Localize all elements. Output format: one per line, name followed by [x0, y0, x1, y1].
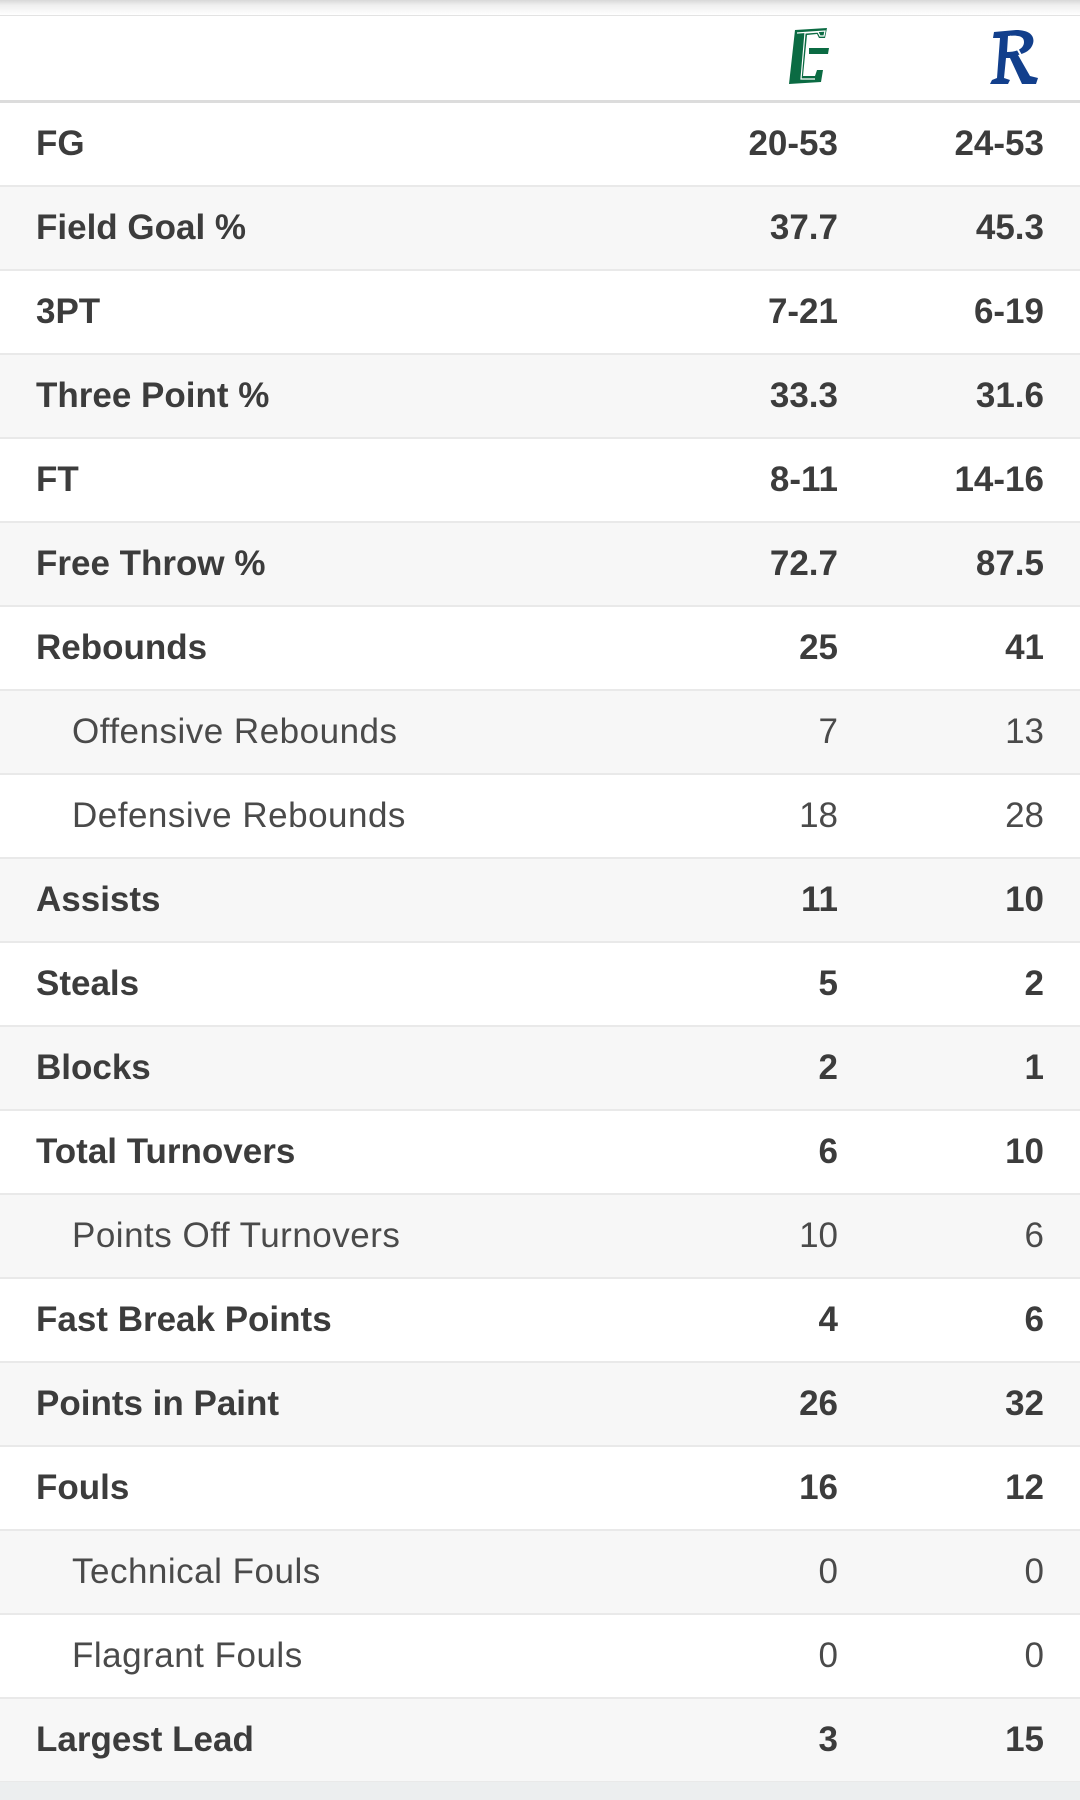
team-b-value: 6 [1024, 1216, 1044, 1255]
stat-row: Defensive Rebounds 18 28 [0, 775, 1080, 859]
stat-row: Field Goal % 37.7 45.3 [0, 187, 1080, 271]
team-a-value: 6 [818, 1132, 838, 1171]
stat-label: Fouls [36, 1468, 130, 1507]
team-a-value: 3 [818, 1720, 838, 1759]
team-b-value: 28 [1005, 796, 1044, 835]
team-b-value: 0 [1024, 1552, 1044, 1591]
stat-row: FT 8-11 14-16 [0, 439, 1080, 523]
stat-row: Free Throw % 72.7 87.5 [0, 523, 1080, 607]
team-b-value: 45.3 [975, 208, 1044, 247]
stat-label: Free Throw % [36, 544, 266, 583]
team-a-value: 7 [818, 712, 838, 751]
team-b-value: 87.5 [975, 544, 1044, 583]
team-a-value: 5 [818, 964, 838, 1003]
rice-r-logo-icon[interactable] [988, 24, 1044, 88]
team-a-value: 0 [818, 1636, 838, 1675]
team-b-value: 31.6 [975, 376, 1044, 415]
team-b-value: 12 [1005, 1468, 1044, 1507]
team-a-value: 33.3 [769, 376, 838, 415]
stat-label: Flagrant Fouls [72, 1636, 303, 1675]
stat-label: Technical Fouls [72, 1552, 321, 1591]
team-b-value: 13 [1005, 712, 1044, 751]
team-stats-table: FG 20-53 24-53 Field Goal % 37.7 45.3 3PT 7-21 6… [0, 103, 1080, 1783]
team-b-value: 32 [1005, 1384, 1044, 1423]
team-b-value: 24-53 [954, 124, 1044, 163]
stat-label: Assists [36, 880, 161, 919]
stat-label: Rebounds [36, 628, 208, 667]
team-a-value: 0 [818, 1552, 838, 1591]
team-b-value: 10 [1005, 1132, 1044, 1171]
stat-row: Technical Fouls 0 0 [0, 1531, 1080, 1615]
stat-label: Field Goal % [36, 208, 247, 247]
charlotte-c-logo-icon[interactable] [781, 24, 837, 88]
team-b-value: 10 [1005, 880, 1044, 919]
stat-label: Blocks [36, 1048, 151, 1087]
team-a-value: 25 [799, 628, 838, 667]
stat-row: Largest Lead 3 15 [0, 1699, 1080, 1783]
stat-label: Total Turnovers [36, 1132, 296, 1171]
stat-label: Largest Lead [36, 1720, 254, 1759]
team-a-value: 20-53 [748, 124, 838, 163]
stat-row: Total Turnovers 6 10 [0, 1111, 1080, 1195]
stat-row: Offensive Rebounds 7 13 [0, 691, 1080, 775]
team-a-value: 11 [801, 880, 838, 919]
team-b-value: 15 [1005, 1720, 1044, 1759]
team-a-value: 2 [818, 1048, 838, 1087]
team-b-value: 6-19 [973, 292, 1044, 331]
team-header [0, 16, 1080, 103]
team-b-value: 0 [1024, 1636, 1044, 1675]
team-a-value: 16 [799, 1468, 838, 1507]
team-b-value: 41 [1005, 628, 1044, 667]
stat-row: Points in Paint 26 32 [0, 1363, 1080, 1447]
stat-row: Three Point % 33.3 31.6 [0, 355, 1080, 439]
stat-row: Blocks 2 1 [0, 1027, 1080, 1111]
stat-row: Rebounds 25 41 [0, 607, 1080, 691]
bottom-bar [0, 1782, 1080, 1800]
team-a-value: 8-11 [769, 460, 838, 499]
team-b-value: 2 [1024, 964, 1044, 1003]
team-a-value: 72.7 [769, 544, 838, 583]
stat-label: Points in Paint [36, 1384, 280, 1423]
stat-row: 3PT 7-21 6-19 [0, 271, 1080, 355]
stat-label: Three Point % [36, 376, 270, 415]
stat-row: Flagrant Fouls 0 0 [0, 1615, 1080, 1699]
team-a-value: 18 [799, 796, 838, 835]
stat-label: FG [36, 124, 85, 163]
stat-row: Assists 11 10 [0, 859, 1080, 943]
stat-row: Fast Break Points 4 6 [0, 1279, 1080, 1363]
stat-label: Steals [36, 964, 140, 1003]
team-a-value: 10 [799, 1216, 838, 1255]
top-shadow [0, 0, 1080, 16]
stat-label: FT [36, 460, 79, 499]
team-a-value: 7-21 [767, 292, 838, 331]
stat-label: Defensive Rebounds [72, 796, 406, 835]
stat-row: FG 20-53 24-53 [0, 103, 1080, 187]
team-b-value: 6 [1024, 1300, 1044, 1339]
stat-row: Fouls 16 12 [0, 1447, 1080, 1531]
team-b-value: 14-16 [954, 460, 1044, 499]
stat-label: Fast Break Points [36, 1300, 332, 1339]
stat-row: Steals 5 2 [0, 943, 1080, 1027]
team-b-value: 1 [1024, 1048, 1044, 1087]
stat-label: Points Off Turnovers [72, 1216, 401, 1255]
stat-row: Points Off Turnovers 10 6 [0, 1195, 1080, 1279]
team-a-value: 37.7 [769, 208, 838, 247]
stat-label: 3PT [36, 292, 101, 331]
team-a-value: 26 [799, 1384, 838, 1423]
team-a-value: 4 [818, 1300, 838, 1339]
stat-label: Offensive Rebounds [72, 712, 398, 751]
